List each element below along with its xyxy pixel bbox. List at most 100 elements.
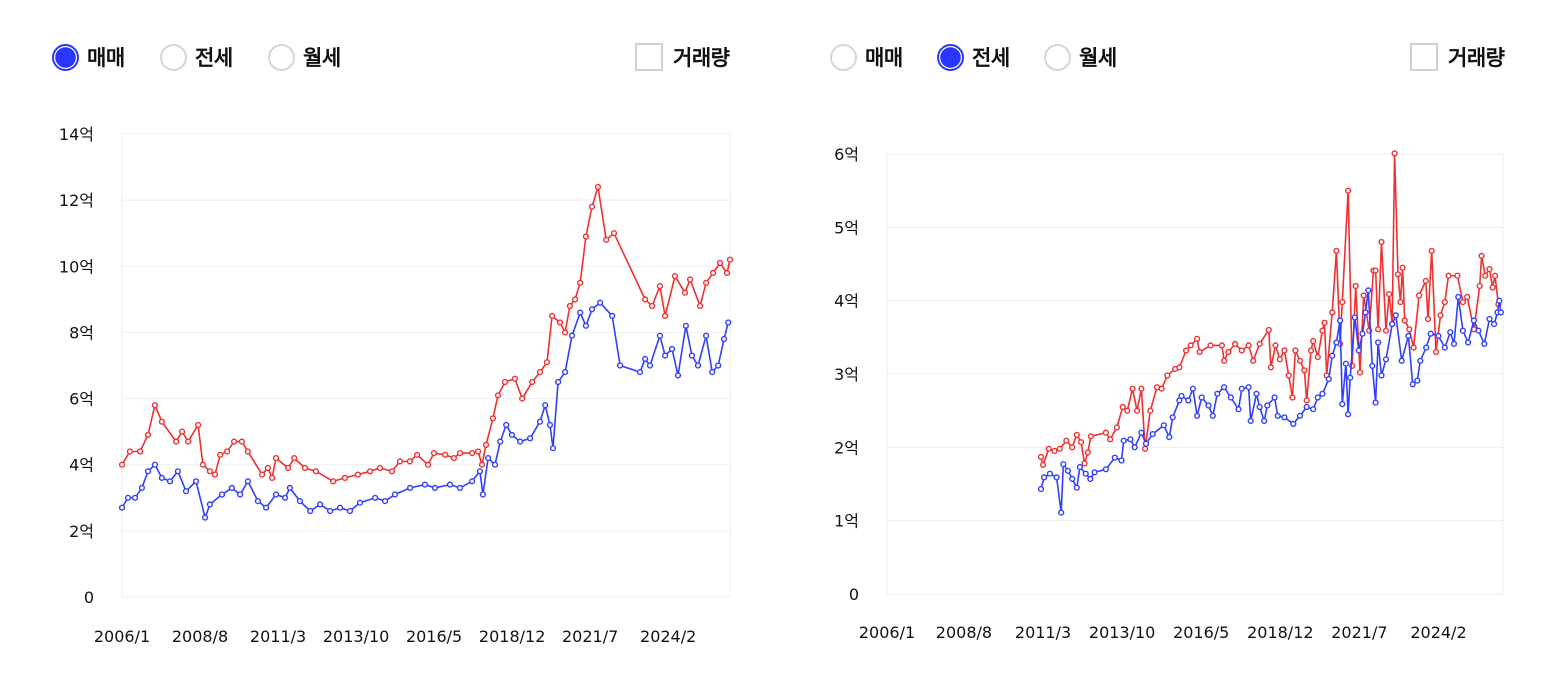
- data-point: [1422, 277, 1429, 285]
- data-point: [1441, 344, 1448, 351]
- data-point: [1189, 385, 1197, 392]
- radio-sale[interactable]: 매매: [52, 42, 125, 72]
- data-point: [1385, 291, 1393, 298]
- data-point: [1133, 407, 1141, 414]
- data-point: [1198, 394, 1205, 401]
- x-tick-label: 2011/3: [1015, 623, 1071, 642]
- data-point: [1356, 369, 1364, 376]
- data-point: [1415, 292, 1423, 299]
- data-point: [185, 438, 192, 445]
- data-point: [199, 461, 207, 468]
- data-point: [1497, 309, 1505, 316]
- data-point: [1470, 317, 1478, 324]
- data-point: [218, 491, 226, 498]
- data-point: [648, 302, 656, 310]
- data-point: [1352, 282, 1359, 290]
- data-point: [1333, 247, 1340, 254]
- data-point: [126, 448, 133, 455]
- radio-monthly[interactable]: 월세: [1044, 42, 1117, 72]
- data-point: [1290, 420, 1297, 428]
- data-point: [1196, 348, 1203, 356]
- jeonse-price-panel: 매매 전세 월세 거래량: [778, 0, 1556, 676]
- radio-jeonse[interactable]: 전세: [160, 42, 233, 72]
- data-point: [716, 259, 724, 267]
- data-point: [485, 455, 492, 462]
- data-point: [641, 296, 649, 303]
- radio-monthly[interactable]: 월세: [268, 42, 341, 72]
- data-point: [596, 299, 604, 306]
- data-point: [566, 302, 574, 310]
- data-point: [1245, 342, 1252, 349]
- data-point: [476, 468, 484, 475]
- data-point: [1481, 340, 1488, 348]
- data-point: [372, 494, 379, 501]
- data-point: [254, 498, 262, 505]
- data-point: [1238, 385, 1245, 392]
- x-tick-label: 2008/8: [172, 627, 228, 646]
- data-point: [1138, 429, 1145, 436]
- chart-sale: 0 2억 4억 6억 8억 10억 12억 14억 2006/1 2008/8 2011/3 2013…: [59, 125, 734, 646]
- data-point: [1141, 445, 1149, 452]
- data-point: [577, 309, 584, 316]
- data-point: [282, 494, 289, 501]
- data-point: [424, 461, 432, 468]
- sale-price-panel: 매매 전세 월세 거래량: [52, 42, 730, 72]
- y-tick-label: 0: [84, 588, 94, 607]
- data-point: [1303, 403, 1310, 411]
- data-point: [1176, 364, 1183, 371]
- data-point: [179, 428, 186, 435]
- y-tick-label: 14억: [59, 125, 94, 144]
- data-point: [479, 491, 487, 498]
- data-point: [1276, 356, 1283, 363]
- y-tick-label: 1억: [834, 512, 859, 531]
- data-point: [594, 183, 602, 191]
- series-line-red: [121, 186, 731, 483]
- data-point: [1486, 315, 1493, 323]
- data-point: [1087, 433, 1095, 440]
- data-point: [1164, 372, 1171, 379]
- radio-monthly-label: 월세: [1079, 46, 1117, 70]
- data-point: [1120, 437, 1127, 444]
- data-point: [1432, 348, 1440, 356]
- data-point: [238, 438, 246, 445]
- data-point: [489, 415, 497, 422]
- data-point: [1138, 385, 1145, 392]
- data-point: [1193, 335, 1201, 342]
- data-point: [1314, 394, 1321, 401]
- data-point: [554, 378, 562, 386]
- series-blue: [118, 299, 732, 521]
- radio-sale[interactable]: 매매: [830, 42, 903, 72]
- data-point: [1102, 466, 1110, 473]
- data-point: [1281, 414, 1288, 421]
- data-point: [269, 474, 276, 482]
- radio-jeonse-label: 전세: [972, 46, 1010, 70]
- data-point: [382, 498, 389, 505]
- data-point: [1482, 272, 1489, 279]
- data-point: [158, 418, 166, 425]
- y-tick-label: 8억: [69, 323, 94, 342]
- radio-jeonse[interactable]: 전세: [937, 42, 1010, 72]
- data-point: [118, 461, 126, 468]
- data-point: [1076, 464, 1084, 471]
- x-tick-label: 2006/1: [94, 627, 150, 646]
- data-point: [1250, 357, 1257, 364]
- data-point: [244, 448, 252, 455]
- data-point: [131, 494, 139, 501]
- data-point: [519, 395, 526, 402]
- radio-sale-label: 매매: [87, 46, 125, 70]
- data-point: [661, 352, 669, 359]
- data-point: [1296, 357, 1304, 364]
- data-point: [1073, 484, 1080, 491]
- data-point: [508, 431, 516, 439]
- data-point: [228, 484, 236, 492]
- data-point: [1478, 252, 1485, 260]
- data-point: [1347, 374, 1354, 381]
- data-point: [1486, 266, 1493, 273]
- data-point: [456, 450, 464, 457]
- data-point: [568, 332, 576, 339]
- volume-checkbox[interactable]: 거래량: [635, 42, 730, 72]
- data-point: [1369, 362, 1376, 370]
- data-point: [1205, 402, 1212, 409]
- data-point: [124, 494, 132, 501]
- volume-checkbox[interactable]: 거래량: [1410, 42, 1505, 72]
